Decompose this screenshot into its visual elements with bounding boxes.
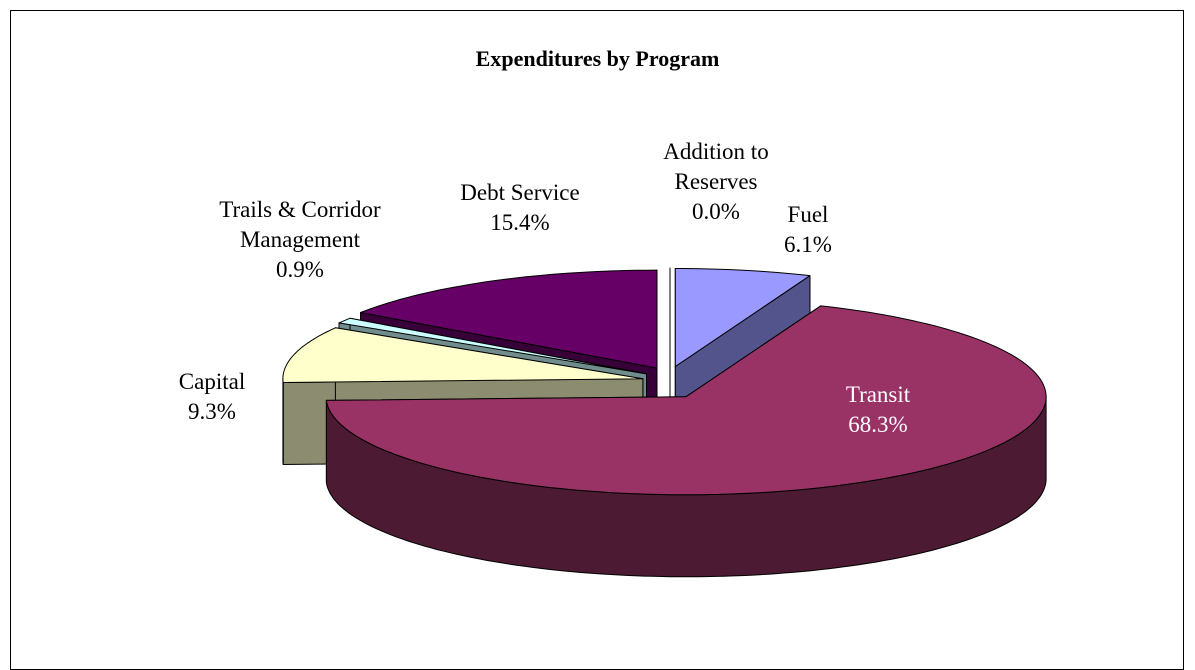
label-name: Trails & Corridor Management	[200, 195, 400, 255]
label-value: 68.3%	[818, 410, 938, 440]
label-name: Debt Service	[435, 178, 605, 208]
label-value: 6.1%	[758, 230, 858, 260]
label-value: 15.4%	[435, 208, 605, 238]
label-name: Transit	[818, 380, 938, 410]
label-value: 0.9%	[200, 255, 400, 285]
label-value: 0.0%	[641, 197, 791, 227]
label-value: 9.3%	[152, 397, 272, 427]
label-name: Capital	[152, 367, 272, 397]
label-name: Addition to Reserves	[641, 137, 791, 197]
